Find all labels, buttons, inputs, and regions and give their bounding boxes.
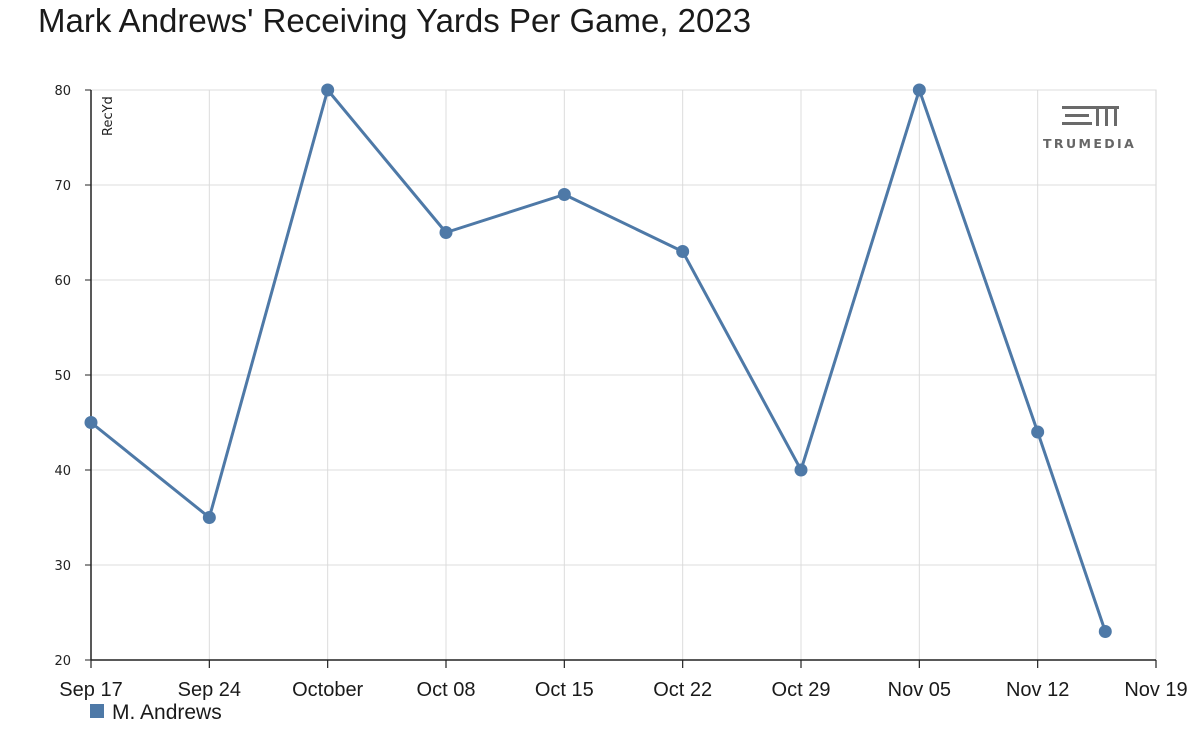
data-point xyxy=(1031,425,1045,439)
data-point xyxy=(676,245,690,258)
y-tick-label: 70 xyxy=(54,179,71,194)
chart-title: Mark Andrews' Receiving Yards Per Game, … xyxy=(38,2,752,39)
x-tick-label: October xyxy=(292,679,363,701)
data-point xyxy=(1098,625,1112,638)
x-tick-label: Nov 12 xyxy=(1006,679,1069,701)
data-point xyxy=(794,463,808,477)
y-tick-label: 20 xyxy=(54,654,71,669)
trumedia-logo: TRUMEDIA xyxy=(1043,106,1136,151)
x-tick-label: Oct 29 xyxy=(772,679,831,701)
data-point xyxy=(439,226,453,239)
data-point xyxy=(202,511,216,524)
data-point xyxy=(321,83,335,97)
logo-mark-icon xyxy=(1062,106,1119,126)
data-point xyxy=(912,83,926,97)
y-tick-label: 30 xyxy=(54,559,71,574)
x-tick-label: Sep 17 xyxy=(59,679,122,701)
x-tick-label: Nov 05 xyxy=(888,679,951,701)
data-point xyxy=(557,188,571,201)
y-axis-label: RecYd xyxy=(101,96,116,136)
x-tick-label: Oct 08 xyxy=(417,679,476,701)
data-point xyxy=(84,416,98,429)
x-axis-ticks: Sep 17 Sep 24 October Oct 08 Oct 15 Oct 22 Oct… xyxy=(59,660,1188,701)
legend: M. Andrews xyxy=(90,701,222,724)
x-tick-label: Nov 19 xyxy=(1124,679,1187,701)
series-line xyxy=(90,88,1107,632)
legend-swatch xyxy=(90,704,104,718)
logo-text: TRUMEDIA xyxy=(1043,136,1136,151)
x-tick-label: Oct 22 xyxy=(653,679,712,701)
y-axis-ticks: 20 30 40 50 60 70 80 xyxy=(54,84,91,669)
y-tick-label: 40 xyxy=(54,464,71,479)
y-tick-label: 50 xyxy=(54,369,71,384)
grid-lines xyxy=(91,89,1156,660)
x-tick-label: Sep 24 xyxy=(178,679,241,701)
legend-label: M. Andrews xyxy=(112,701,222,724)
y-tick-label: 60 xyxy=(54,274,71,289)
y-tick-label: 80 xyxy=(54,84,71,99)
series-layer xyxy=(84,83,1112,638)
x-tick-label: Oct 15 xyxy=(535,679,594,701)
